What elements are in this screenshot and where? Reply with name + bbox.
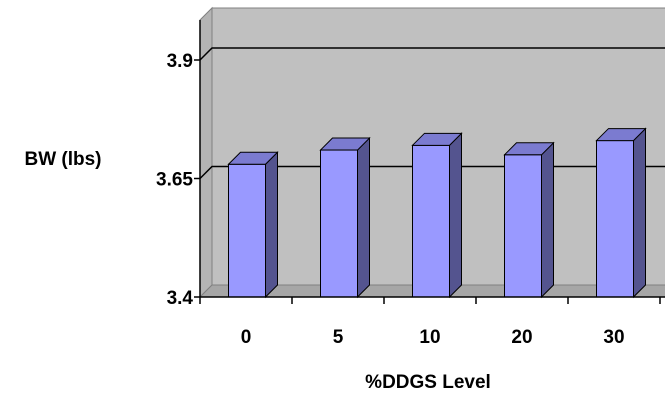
side-wall — [199, 6, 213, 299]
bar-front — [412, 144, 450, 298]
bar — [227, 151, 279, 299]
bar-top — [411, 132, 463, 146]
bar — [503, 141, 555, 299]
bars — [227, 127, 647, 299]
x-tick-label: 10 — [419, 327, 440, 348]
x-tick-label: 5 — [333, 327, 344, 348]
x-axis-label: %DDGS Level — [365, 372, 491, 393]
x-tick-label: 0 — [241, 327, 252, 348]
y-axis-label: BW (lbs) — [24, 149, 101, 170]
axes — [194, 20, 665, 304]
x-tick-labels: 0 5 10 20 30 — [241, 327, 625, 348]
y-tick-label: 3.65 — [156, 170, 193, 191]
bar-side — [541, 141, 554, 299]
bar-front — [596, 140, 634, 298]
gridline — [199, 47, 665, 61]
x-tick-label: 30 — [603, 327, 624, 348]
bar — [319, 136, 371, 299]
bar-side — [357, 136, 370, 299]
bar-top — [595, 128, 647, 142]
bar-side — [633, 127, 646, 299]
y-tick-labels: 3.4 3.65 3.9 — [156, 51, 193, 309]
y-tick-label: 3.4 — [167, 288, 194, 309]
bar-side — [449, 132, 462, 299]
bar-front — [504, 154, 542, 298]
bar-front — [228, 163, 266, 298]
bar-top — [227, 151, 279, 165]
bar-side — [265, 151, 278, 299]
y-tick-label: 3.9 — [167, 51, 193, 72]
x-tick-label: 20 — [511, 327, 532, 348]
bar — [595, 127, 647, 299]
bar-front — [320, 149, 358, 298]
bar-top — [319, 137, 371, 151]
bar-top — [503, 142, 555, 156]
bar — [411, 132, 463, 299]
